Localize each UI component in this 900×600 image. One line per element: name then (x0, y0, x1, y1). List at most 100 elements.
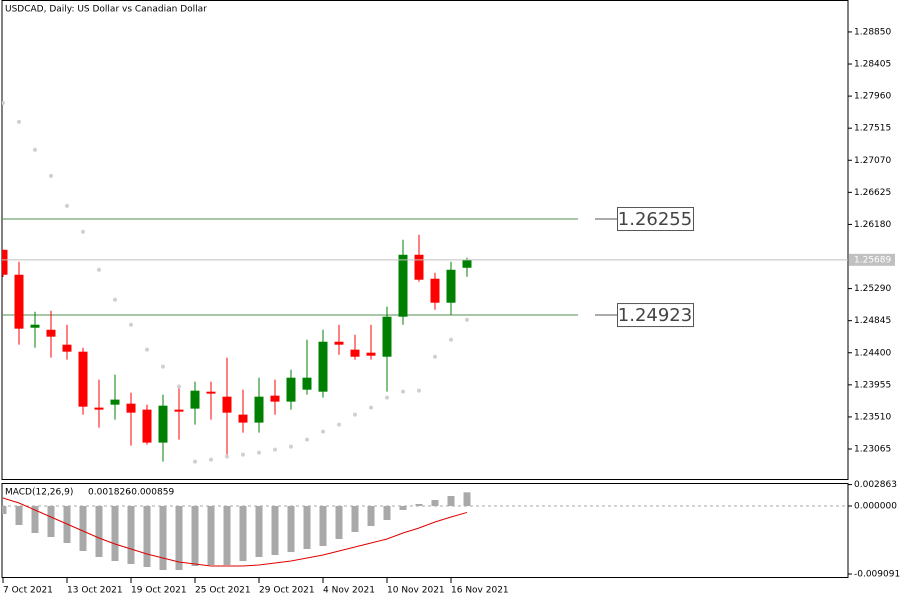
x-tick-label: 25 Oct 2021 (195, 586, 251, 596)
sar-dot (433, 354, 437, 359)
candle-body (62, 344, 72, 352)
sar-dot (129, 322, 133, 327)
level-label: 1.24923 (618, 305, 692, 326)
candle-body (318, 341, 328, 392)
y-tick-label: 1.23955 (854, 380, 891, 390)
sar-dot (369, 405, 373, 410)
y-tick-label: 1.25290 (854, 284, 891, 294)
sar-dot (65, 203, 69, 208)
sar-dot (417, 388, 421, 393)
current-price-label: 1.25689 (854, 255, 891, 265)
candle-body (302, 377, 312, 390)
macd-bar (271, 506, 279, 555)
macd-plot (2, 492, 848, 570)
macd-bar (223, 506, 231, 566)
y-tick-label: 1.26180 (854, 220, 891, 230)
level-box (617, 207, 694, 232)
candle-body (190, 390, 200, 409)
candle-body (414, 254, 424, 280)
candle-body (94, 407, 104, 410)
candle-body (462, 259, 472, 268)
sar-dot (177, 384, 181, 389)
price-pane-frame (1, 0, 849, 480)
sar-dot (273, 447, 277, 452)
candle-body (206, 391, 216, 394)
candle-body (350, 349, 360, 357)
y-tick-label: 1.28850 (854, 27, 891, 37)
macd-bar (431, 500, 439, 507)
sar-dot (353, 412, 357, 417)
x-tick-label: 29 Oct 2021 (259, 586, 315, 596)
candle-body (78, 351, 88, 407)
candle-body (366, 352, 376, 356)
sar-dot (401, 389, 405, 394)
sar-dot (193, 459, 197, 464)
macd-bar (255, 506, 263, 557)
sar-dot (97, 267, 101, 272)
candle-body (382, 316, 392, 357)
sar-dot (161, 364, 165, 369)
y-tick-label: 1.27515 (854, 124, 891, 134)
y-tick-label: 0.002863 (854, 480, 897, 490)
sar-dot (145, 347, 149, 352)
sar-dot (337, 422, 341, 427)
y-tick-label: 1.24400 (854, 348, 891, 358)
level-label: 1.26255 (618, 209, 692, 230)
sar-dot (289, 444, 293, 449)
sar-dot (241, 452, 245, 457)
macd-bar (463, 492, 471, 507)
macd-bar (303, 506, 311, 550)
macd-bar (15, 506, 23, 525)
candle-body (430, 278, 440, 303)
y-tick-label: 1.27960 (854, 92, 891, 102)
macd-bar (79, 506, 87, 551)
sar-dot (81, 229, 85, 234)
macd-bar (2, 506, 7, 515)
macd-bar (399, 506, 407, 511)
candle-body (126, 403, 136, 413)
macd-bar (175, 506, 183, 570)
macd-pane-frame (1, 483, 849, 578)
macd-bar (159, 506, 167, 570)
macd-bar (143, 506, 151, 567)
candle-body (14, 274, 24, 329)
chart-title: USDCAD, Daily: US Dollar vs Canadian Dol… (5, 5, 207, 15)
macd-value: 0.001826 (88, 488, 131, 498)
sar-dot (449, 337, 453, 342)
candle-body (238, 414, 248, 423)
candle-body (142, 409, 152, 443)
sar-dot (305, 437, 309, 442)
level-box (617, 303, 694, 328)
sar-dot (49, 173, 53, 178)
candle-body (222, 396, 232, 413)
macd-bar (207, 506, 215, 566)
macd-label: MACD(12,26,9) (5, 488, 73, 498)
sar-dot (2, 100, 5, 105)
macd-bar (383, 506, 391, 521)
x-tick-label: 19 Oct 2021 (131, 586, 187, 596)
signal-line (2, 497, 468, 567)
candle-body (270, 395, 280, 402)
y-tick-label: -0.009091 (854, 569, 900, 579)
candle-body (334, 341, 344, 345)
macd-bar (367, 506, 375, 527)
macd-bar (191, 506, 199, 566)
x-tick-label: 16 Nov 2021 (451, 586, 509, 596)
x-tick-label: 13 Oct 2021 (67, 586, 123, 596)
macd-bar (287, 506, 295, 553)
x-tick-label: 4 Nov 2021 (323, 586, 375, 596)
x-tick-label: 10 Nov 2021 (387, 586, 445, 596)
sar-dot (209, 457, 213, 462)
macd-bar (47, 506, 55, 537)
sar-dot (321, 429, 325, 434)
macd-bar (95, 506, 103, 557)
macd-bar (111, 506, 119, 561)
sar-dot (113, 297, 117, 302)
y-tick-label: 0.000000 (854, 502, 897, 512)
y-tick-label: 1.28405 (854, 60, 891, 70)
y-tick-label: 1.24845 (854, 316, 891, 326)
macd-bar (239, 506, 247, 561)
signal-value: -0.000859 (128, 488, 174, 498)
x-tick-label: 7 Oct 2021 (3, 586, 53, 596)
